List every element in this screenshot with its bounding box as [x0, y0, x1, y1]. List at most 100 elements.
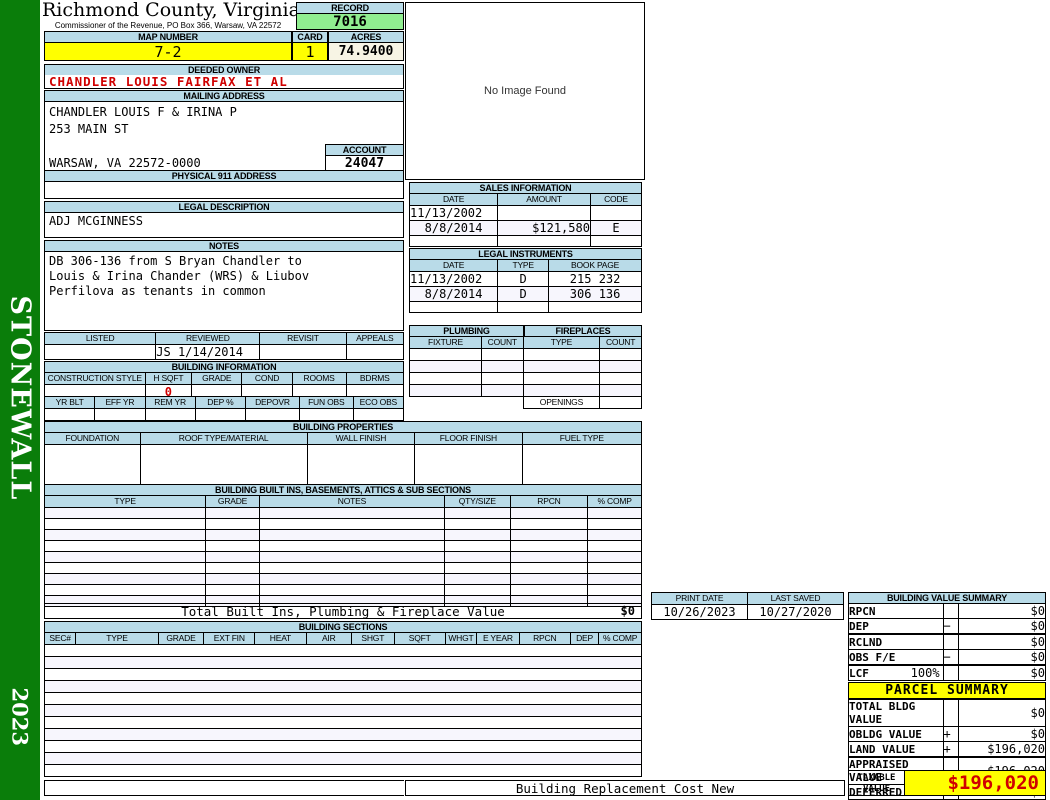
ps-op: [942, 699, 960, 727]
table-row: [44, 716, 642, 729]
record-label: RECORD: [296, 2, 404, 13]
roof-type-value: [139, 444, 308, 486]
bi-cell: [205, 507, 260, 519]
col-rooms: ROOMS: [291, 372, 347, 385]
bi-cell: [205, 573, 260, 585]
eff-yr-value: [94, 408, 146, 421]
map-number-label: MAP NUMBER: [44, 31, 292, 42]
col-grade: GRADE: [191, 372, 243, 385]
col-li-date: DATE: [408, 259, 499, 272]
col-bs-comp: % COMP: [598, 632, 642, 645]
spacer: [410, 397, 482, 409]
col-dep-pct: DEP %: [194, 396, 247, 409]
page-title: Richmond County, Virginia: [42, 0, 300, 21]
legal-description-label: LEGAL DESCRIPTION: [44, 201, 404, 212]
bi-cell: [587, 573, 642, 585]
physical-address-value: [44, 181, 404, 199]
bi-cell: [509, 584, 589, 596]
last-saved-value: 10/27/2020: [747, 604, 844, 620]
li-bookpage: 215 232: [548, 271, 642, 287]
bi-cell: [587, 562, 642, 574]
account-value: 24047: [325, 155, 404, 172]
bi-cell: [509, 573, 589, 585]
table-header-row: YR BLT EFF YR REM YR DEP % DEPOVR FUN OB…: [43, 396, 405, 409]
sales-amount: $121,580: [497, 220, 591, 236]
fire-type: [522, 372, 601, 385]
table-row: 10/26/2023 10/27/2020: [651, 604, 844, 620]
table-row: [409, 384, 642, 397]
col-rem-yr: REM YR: [144, 396, 196, 409]
taxable-label-line2: VALUE: [862, 784, 891, 794]
ps-value: $196,020: [958, 741, 1046, 758]
col-bi-grade: GRADE: [205, 495, 260, 508]
revisit-value: [259, 344, 347, 360]
col-bs-type: TYPE: [75, 632, 159, 645]
table-row: [44, 704, 642, 717]
bvs-lcf-label: LCF: [849, 666, 869, 680]
table-row: DEP − $0: [848, 618, 1046, 635]
col-eco-obs: ECO OBS: [352, 396, 405, 409]
bvs-label: LCF 100%: [848, 664, 944, 681]
li-type: [497, 301, 550, 313]
table-header-row: SEC# TYPE GRADE EXT FIN HEAT AIR SHGT SQ…: [43, 632, 642, 645]
bi-cell: [587, 507, 642, 519]
ps-op: +: [942, 741, 960, 758]
page-subtitle: Commissioner of the Revenue, PO Box 366,…: [54, 21, 282, 30]
plumb-fixture: [409, 384, 482, 397]
col-bi-qty: QTY/SIZE: [443, 495, 511, 508]
openings-label: OPENINGS: [522, 396, 601, 409]
bvs-value: $0: [958, 603, 1046, 619]
table-row: [44, 740, 642, 753]
table-row: [43, 562, 642, 574]
col-bs-heat: HEAT: [254, 632, 307, 645]
mailing-line: WARSAW, VA 22572-0000: [49, 156, 201, 170]
print-info-table: PRINT DATE LAST SAVED 10/26/2023 10/27/2…: [651, 592, 844, 620]
col-reviewed: REVIEWED: [155, 332, 261, 345]
table-header-row: TYPE GRADE NOTES QTY/SIZE RPCN % COMP: [43, 495, 642, 508]
col-sales-amount: AMOUNT: [497, 193, 591, 206]
bi-cell: [205, 551, 260, 563]
col-li-type: TYPE: [497, 259, 550, 272]
taxable-value-amount: $196,020: [905, 771, 1045, 795]
col-fun-obs: FUN OBS: [298, 396, 354, 409]
bi-cell: [587, 595, 642, 607]
bvs-label: OBS F/E: [848, 649, 944, 666]
acres-value: 74.9400: [328, 42, 404, 61]
bi-cell: [43, 507, 207, 519]
bi-cell: [587, 551, 642, 563]
col-construction-style: CONSTRUCTION STYLE: [44, 372, 146, 385]
listed-value: [43, 344, 157, 360]
sales-information-table: DATE AMOUNT CODE 11/13/2002 8/8/2014 $12…: [408, 193, 643, 247]
table-row: [44, 692, 642, 705]
sales-amount: [497, 235, 591, 247]
mailing-line: 253 MAIN ST: [49, 122, 129, 136]
legal-instruments-table: DATE TYPE BOOK PAGE 11/13/2002 D 215 232…: [408, 259, 642, 313]
fire-count: [599, 372, 642, 385]
no-image-text: No Image Found: [484, 85, 566, 97]
acres-label: ACRES: [328, 31, 404, 42]
col-bs-eyear: E YEAR: [476, 632, 520, 645]
bi-cell: [443, 529, 511, 541]
bi-cell: [587, 518, 642, 530]
bvs-label: RPCN: [848, 603, 944, 619]
bi-cell: [258, 562, 445, 574]
bi-cell: [509, 518, 589, 530]
mailing-line: CHANDLER LOUIS F & IRINA P: [49, 105, 237, 119]
physical-address-label: PHYSICAL 911 ADDRESS: [44, 170, 404, 181]
bi-cell: [43, 595, 207, 607]
col-eff-yr: EFF YR: [94, 396, 146, 409]
bi-cell: [205, 562, 260, 574]
col-bi-rpcn: RPCN: [509, 495, 589, 508]
col-bs-sqft: SQFT: [393, 632, 446, 645]
deeded-owner-value: CHANDLER LOUIS FAIRFAX ET AL: [44, 75, 404, 89]
table-row: [409, 372, 642, 385]
yr-blt-value: [43, 408, 96, 421]
rem-yr-value: [144, 408, 196, 421]
bi-cell: [43, 584, 207, 596]
li-date: 11/13/2002: [408, 271, 499, 287]
bi-cell: [443, 584, 511, 596]
bs-cell: [44, 728, 642, 741]
bi-cell: [443, 551, 511, 563]
fire-count: [599, 348, 642, 361]
reviewed-value: JS 1/14/2014: [155, 344, 261, 360]
